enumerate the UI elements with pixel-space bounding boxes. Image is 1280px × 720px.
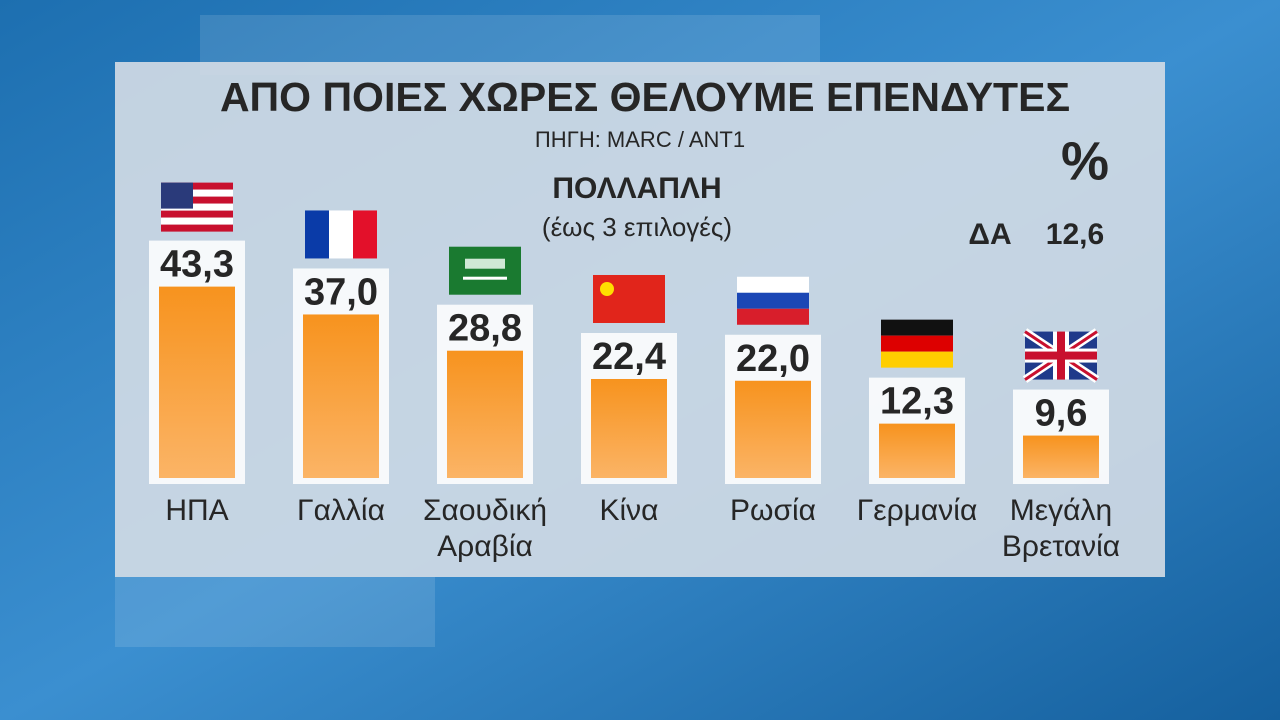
bar xyxy=(159,286,235,478)
x-tick-label: Γαλλία xyxy=(297,494,385,527)
flag-part xyxy=(737,308,809,325)
bar xyxy=(1023,435,1099,478)
flag-part xyxy=(593,274,665,323)
flag-part xyxy=(463,276,507,280)
flag-part xyxy=(600,281,614,296)
x-tick-label: Κίνα xyxy=(599,494,658,527)
flag-part xyxy=(161,217,233,225)
chart-title: ΑΠΟ ΠΟΙΕΣ ΧΩΡΕΣ ΘΕΛΟΥΜΕ ΕΠΕΝΔΥΤΕΣ xyxy=(220,74,1070,120)
question-type: ΠΟΛΛΑΠΛΗ xyxy=(552,172,721,205)
flag-part xyxy=(737,276,809,293)
bar xyxy=(447,350,523,478)
flag-part xyxy=(161,196,233,204)
x-tick-label: ΗΠΑ xyxy=(165,494,228,527)
decor xyxy=(115,577,435,647)
no-answer-value: 12,6 xyxy=(1046,218,1104,251)
flag-part xyxy=(353,210,377,259)
flag-part xyxy=(881,319,953,336)
unit: % xyxy=(1061,131,1109,191)
no-answer-label: ΔΑ xyxy=(968,218,1011,251)
flag-part xyxy=(881,335,953,352)
flag-part xyxy=(737,292,809,309)
flag-part xyxy=(161,189,233,197)
flag-part xyxy=(161,224,233,232)
flag xyxy=(737,276,809,325)
note: (έως 3 επιλογές) xyxy=(542,212,732,242)
value-label: 43,3 xyxy=(160,244,234,286)
flag-part xyxy=(881,351,953,368)
value-label: 22,0 xyxy=(736,338,810,380)
bar xyxy=(303,314,379,478)
flag-part xyxy=(305,210,329,259)
x-tick-label: Σαουδική Αραβία xyxy=(423,494,547,563)
flag-part xyxy=(329,210,353,259)
flag-part xyxy=(161,182,193,209)
bar xyxy=(591,378,667,478)
value-label: 12,3 xyxy=(880,381,954,423)
flag xyxy=(161,182,233,232)
flag-part xyxy=(465,258,505,269)
bar xyxy=(879,423,955,478)
x-tick-label: Μεγάλη Βρετανία xyxy=(1002,494,1120,563)
value-label: 9,6 xyxy=(1035,393,1088,435)
value-label: 37,0 xyxy=(304,271,378,313)
flag-part xyxy=(161,182,233,190)
value-label: 22,4 xyxy=(592,336,666,378)
flag-part xyxy=(161,203,233,211)
x-tick-label: Γερμανία xyxy=(857,494,978,527)
flag xyxy=(449,246,521,295)
flag-part xyxy=(161,210,233,218)
value-label: 28,8 xyxy=(448,308,522,350)
subtitle: ΠΗΓΗ: MARC / ANT1 xyxy=(535,127,745,152)
flag xyxy=(305,210,377,259)
bar xyxy=(735,380,811,478)
x-tick-label: Ρωσία xyxy=(730,494,816,527)
flag xyxy=(1022,328,1100,383)
flag xyxy=(593,274,665,323)
flag xyxy=(881,319,953,368)
flag-part xyxy=(449,246,521,295)
flag-part xyxy=(1025,351,1097,360)
